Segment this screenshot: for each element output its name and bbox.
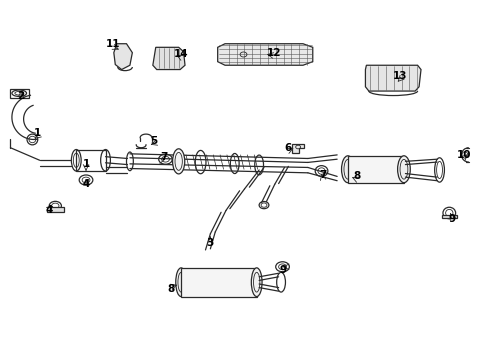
- Ellipse shape: [251, 268, 262, 297]
- Text: 1: 1: [82, 159, 89, 169]
- Text: 9: 9: [279, 265, 286, 275]
- Polygon shape: [47, 207, 64, 212]
- Ellipse shape: [172, 149, 184, 174]
- Ellipse shape: [397, 156, 409, 183]
- Bar: [181, 268, 256, 297]
- Ellipse shape: [341, 156, 353, 183]
- Text: 7: 7: [318, 170, 325, 180]
- Text: 4: 4: [82, 179, 89, 189]
- Polygon shape: [217, 44, 312, 65]
- Text: 7: 7: [160, 152, 167, 162]
- Text: 8: 8: [167, 284, 175, 294]
- Text: 10: 10: [456, 150, 470, 160]
- Bar: [347, 156, 403, 183]
- Polygon shape: [114, 44, 132, 69]
- Polygon shape: [292, 144, 304, 153]
- Polygon shape: [365, 65, 420, 91]
- Text: 8: 8: [352, 171, 360, 181]
- Bar: [76, 149, 105, 171]
- Text: 13: 13: [392, 71, 407, 81]
- Text: 14: 14: [173, 49, 188, 59]
- Text: 2: 2: [18, 91, 25, 101]
- Text: 9: 9: [447, 215, 454, 224]
- Text: 1: 1: [34, 129, 41, 138]
- Text: 12: 12: [266, 48, 281, 58]
- Text: 11: 11: [105, 39, 120, 49]
- Text: 6: 6: [284, 143, 291, 153]
- Text: 3: 3: [206, 238, 214, 248]
- Polygon shape: [153, 47, 184, 69]
- Text: 5: 5: [150, 136, 158, 145]
- Polygon shape: [441, 215, 456, 218]
- Text: 4: 4: [46, 206, 53, 216]
- Polygon shape: [10, 89, 29, 98]
- Ellipse shape: [175, 268, 186, 297]
